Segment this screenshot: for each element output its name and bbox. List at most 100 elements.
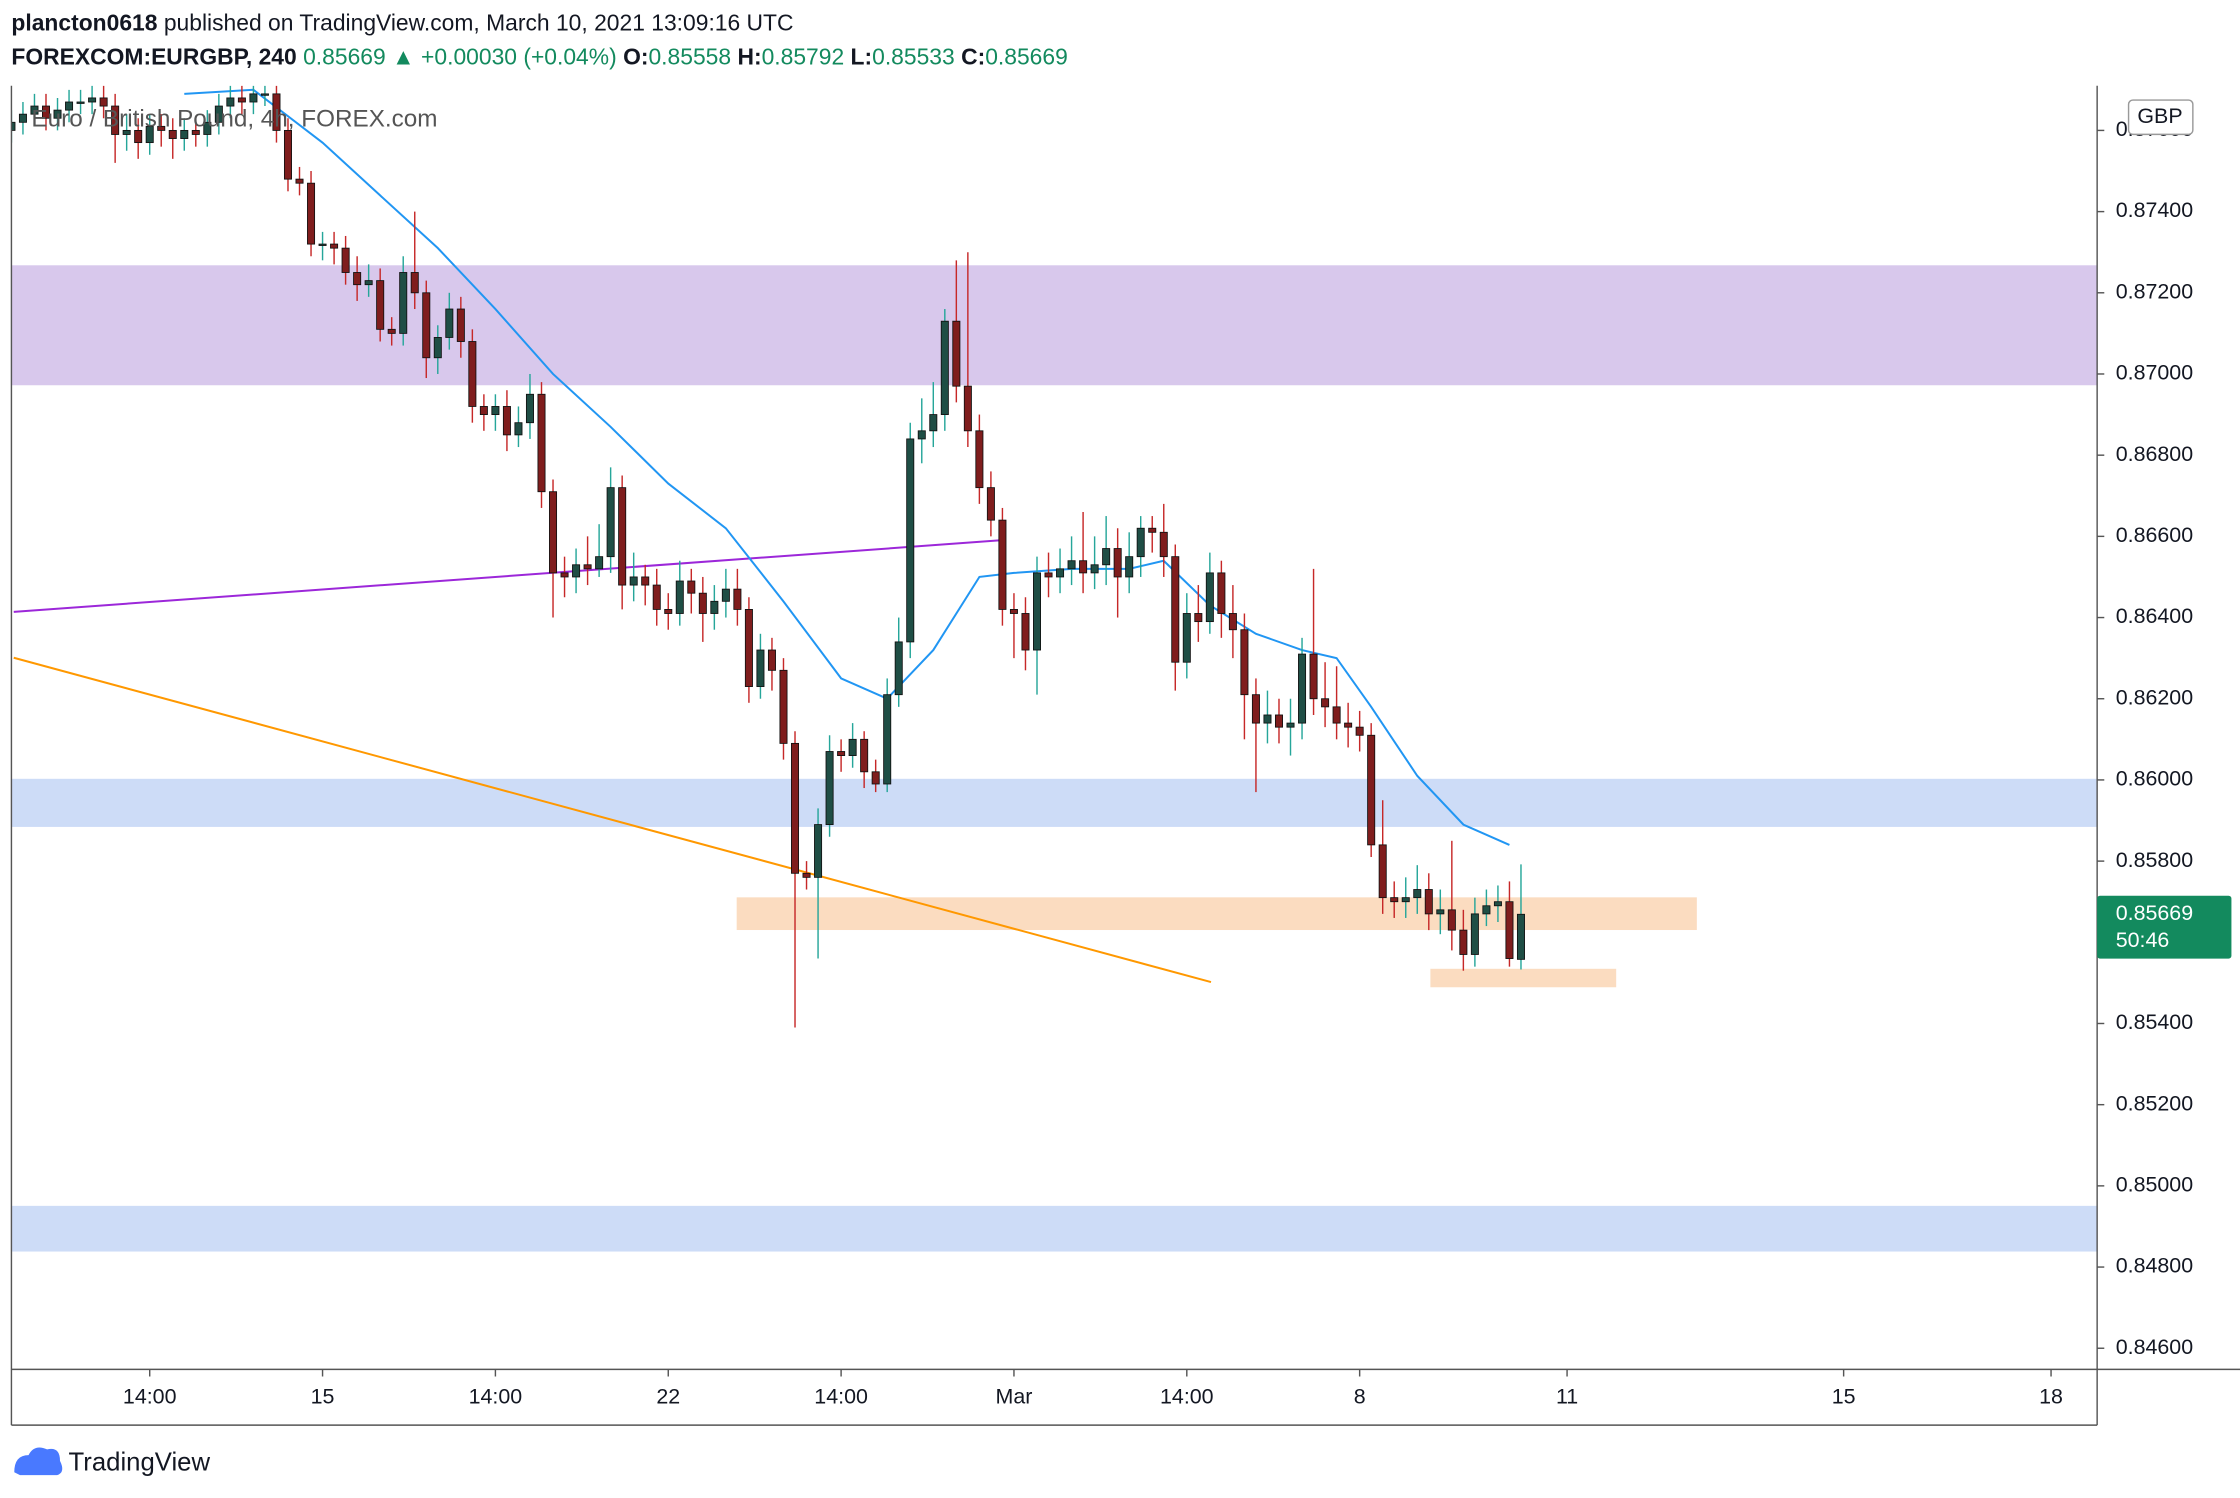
candle-body [376,280,385,330]
candle-body [963,385,972,432]
candle-body [1125,556,1134,578]
candle-body [468,341,477,407]
zone [11,1205,2098,1252]
candle-body [1286,722,1295,728]
y-tick-label: 0.86200 [2116,685,2193,709]
x-tick-label: 15 [311,1385,335,1409]
x-tick-label: 18 [2039,1385,2063,1409]
y-tick-label: 0.87200 [2116,279,2193,303]
c-label: C: [961,44,985,70]
candle-body [1401,897,1410,903]
candle-body [1240,629,1249,696]
candle-body [1447,909,1456,931]
candle-body [975,430,984,489]
y-tick-label: 0.84600 [2116,1335,2193,1359]
candle-body [1298,653,1307,724]
candle-body [595,556,604,570]
candle-body [191,129,200,135]
candle-body [1171,556,1180,663]
candle-body [606,487,615,558]
candle-body [433,337,442,359]
y-tick-label: 0.85200 [2116,1091,2193,1115]
candle-body [767,649,776,671]
candle-body [837,751,846,756]
candle-body [883,694,892,785]
candle-body [917,430,926,440]
y-tick-label: 0.87400 [2116,198,2193,222]
x-tick-label: 14:00 [814,1385,868,1409]
candle-body [1505,901,1514,959]
candle-body [1321,698,1330,708]
x-tick-label: Mar [996,1385,1033,1409]
y-tick-label: 0.85800 [2116,848,2193,872]
candle-body [1228,613,1237,631]
candle-body [157,125,166,131]
candle-body [744,609,753,687]
candle-body [1332,706,1341,724]
candle-body [88,97,97,103]
x-tick-label: 14:00 [123,1385,177,1409]
candle-body [814,824,823,878]
candle-body [791,742,800,874]
logo-icon [14,1447,63,1476]
candle-body [721,588,730,602]
brand-name: TradingView [69,1448,211,1476]
y-tick-label: 0.86600 [2116,523,2193,547]
candle-body [1079,560,1088,574]
zone [11,265,2098,386]
y-tick-label: 0.86400 [2116,604,2193,628]
candle-body [1102,548,1111,566]
candle-body [364,280,373,286]
labels: 0.85669 50:46 GBP [2097,99,2232,959]
candle-body [1067,560,1076,570]
close-value: 0.85669 [985,44,1068,70]
candle-body [998,519,1007,610]
y-tick-label: 0.86000 [2116,767,2193,791]
candle-body [537,393,546,493]
candle-body [76,101,85,104]
candle-body [583,564,592,570]
candle-body [18,113,27,123]
candle-body [1378,844,1387,899]
y-tick-label: 0.84800 [2116,1254,2193,1278]
zone [11,778,2098,827]
candle-body [1136,527,1145,558]
price-label-box [2097,895,2232,959]
candle-body [929,414,938,432]
candle-body [986,487,995,521]
x-tick-label: 15 [1832,1385,1856,1409]
candle-body [1033,572,1042,651]
candle-body [952,320,961,387]
candle-body [249,93,258,103]
candle-body [733,588,742,610]
candle-body [514,422,523,436]
candle-body [756,649,765,687]
candle-body [1493,901,1502,907]
candle-body [260,93,269,96]
candle-body [871,771,880,785]
candle-body [687,580,696,594]
y-tick-label: 0.87000 [2116,361,2193,385]
candle-body [445,308,454,338]
candle-body [479,406,488,416]
candle-body [145,125,154,144]
candle-body [65,101,74,111]
candle-body [1470,913,1479,955]
zone [1430,968,1617,988]
published: published on TradingView.com, March 10, … [164,9,794,35]
candle-body [1090,564,1099,574]
candle-body [825,751,834,826]
candle-body [848,738,857,756]
candle-body [1021,613,1030,651]
candle-body [940,320,949,416]
candle-body [295,178,304,184]
overlays [13,88,1510,984]
l-label: L: [851,44,873,70]
x-tick-label: 22 [656,1385,680,1409]
h-label: H: [737,44,761,70]
candle-body [341,247,350,273]
candle-body [1482,905,1491,915]
candle-body [214,105,223,123]
x-tick-label: 8 [1354,1385,1366,1409]
candle-body [618,487,627,586]
